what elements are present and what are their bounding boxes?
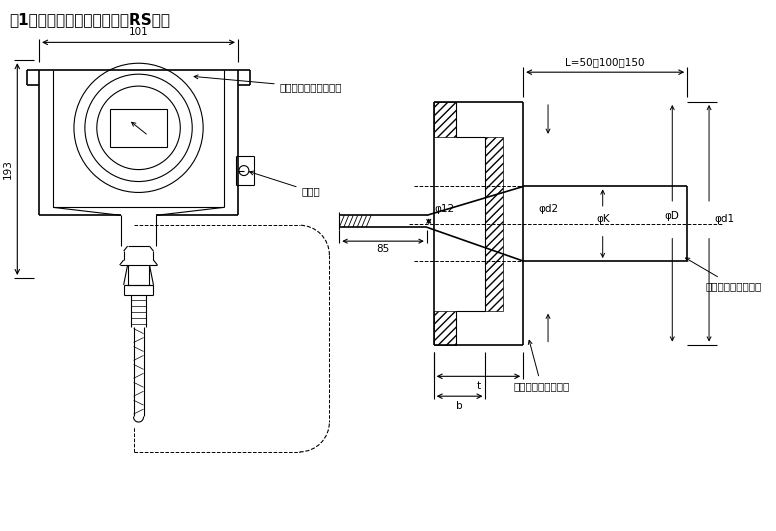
Text: 内藏显示表（可选项）: 内藏显示表（可选项） — [194, 75, 342, 92]
Bar — [434, 102, 456, 137]
Text: 101: 101 — [129, 28, 148, 37]
Text: b: b — [456, 401, 463, 411]
Bar — [434, 311, 456, 345]
Text: φ12: φ12 — [435, 204, 455, 215]
Text: 插入式膜盒（可选）: 插入式膜盒（可选） — [685, 258, 761, 291]
Bar — [109, 109, 168, 147]
Text: 193: 193 — [2, 159, 12, 179]
Text: φd1: φd1 — [714, 214, 734, 224]
Text: L=50；100；150: L=50；100；150 — [566, 57, 645, 67]
Bar — [486, 137, 504, 311]
Text: 接地端: 接地端 — [250, 171, 320, 196]
Text: 图1基本型远传密封装置图（RS型）: 图1基本型远传密封装置图（RS型） — [9, 13, 171, 28]
Text: φD: φD — [665, 211, 680, 221]
Text: 扁平式膜盒（可选）: 扁平式膜盒（可选） — [513, 340, 570, 391]
Text: t: t — [476, 381, 480, 391]
Text: 85: 85 — [376, 244, 390, 254]
Text: φK: φK — [596, 214, 609, 224]
Text: φd2: φd2 — [538, 204, 558, 214]
